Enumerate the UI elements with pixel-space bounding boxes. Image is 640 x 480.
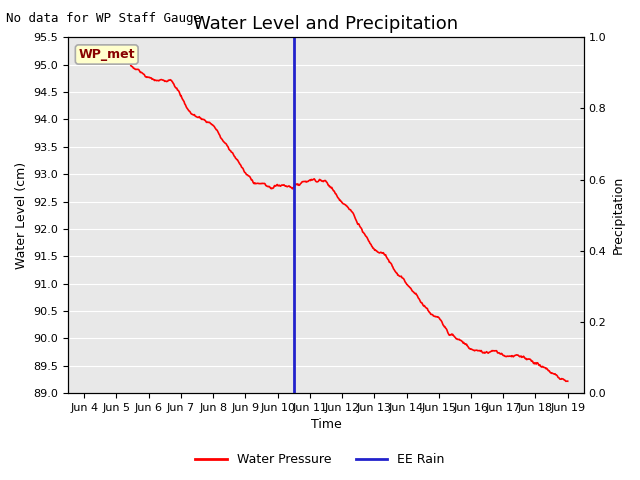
- Text: No data for WP Staff Gauge: No data for WP Staff Gauge: [6, 12, 202, 25]
- Y-axis label: Precipitation: Precipitation: [612, 176, 625, 254]
- X-axis label: Time: Time: [310, 419, 341, 432]
- Legend: Water Pressure, EE Rain: Water Pressure, EE Rain: [190, 448, 450, 471]
- Title: Water Level and Precipitation: Water Level and Precipitation: [193, 15, 458, 33]
- Y-axis label: Water Level (cm): Water Level (cm): [15, 162, 28, 269]
- Text: WP_met: WP_met: [79, 48, 135, 61]
